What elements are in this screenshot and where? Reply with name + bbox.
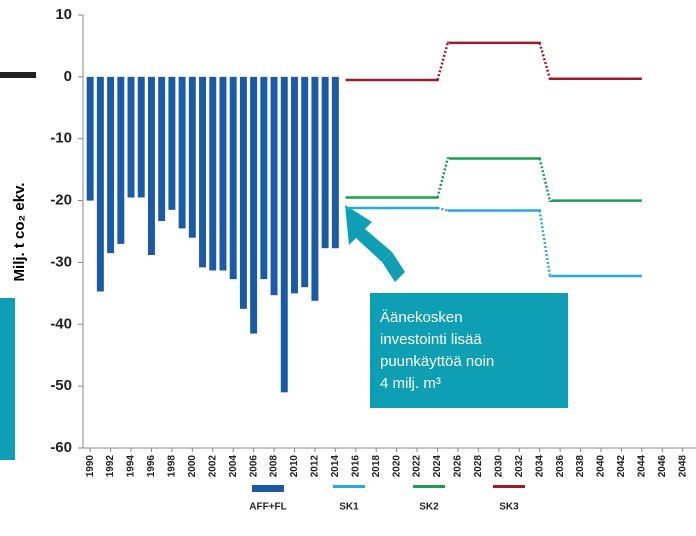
x-tick-label: 2036 xyxy=(555,455,566,478)
line xyxy=(345,41,642,82)
x-tick-label: 2030 xyxy=(493,455,504,478)
x-tick-label: 2002 xyxy=(207,455,218,478)
legend-swatch xyxy=(493,485,525,488)
annotation-box xyxy=(370,293,568,408)
x-tick-label: 2028 xyxy=(473,455,484,478)
x-tick-label: 2016 xyxy=(350,455,361,478)
bar xyxy=(147,76,155,256)
y-tick-label: -40 xyxy=(50,315,72,332)
x-tick-label: 2042 xyxy=(616,455,627,478)
x-tick-label: 1996 xyxy=(146,455,157,478)
bar xyxy=(137,76,145,198)
x-tick-label: 2026 xyxy=(453,455,464,478)
bar xyxy=(117,76,125,244)
x-tick-label: 2018 xyxy=(371,455,382,478)
x-tick-label: 2008 xyxy=(269,455,280,478)
y-tick-label: 10 xyxy=(55,6,72,23)
bar xyxy=(127,76,135,198)
legend-swatch xyxy=(252,485,284,492)
line xyxy=(345,206,642,278)
y-tick-label: -50 xyxy=(50,377,72,394)
bar xyxy=(168,76,176,210)
dash-gap xyxy=(435,158,450,198)
annotation-text: Äänekosken xyxy=(380,309,463,326)
bar xyxy=(250,76,258,334)
bar xyxy=(260,76,268,280)
bar xyxy=(178,76,186,229)
bar xyxy=(331,76,339,249)
bar xyxy=(158,76,166,221)
bar xyxy=(96,76,104,292)
x-tick-label: 2006 xyxy=(248,455,259,478)
bar xyxy=(280,76,288,393)
x-tick-label: 2022 xyxy=(412,455,423,478)
x-tick-label: 2038 xyxy=(575,455,586,478)
y-tick-label: -20 xyxy=(50,192,72,209)
y-tick-label: -60 xyxy=(50,439,72,456)
annotation-text: puunkäyttöä noin xyxy=(380,353,494,370)
decoration xyxy=(0,298,15,460)
x-tick-label: 2012 xyxy=(310,455,321,478)
y-tick-label: -30 xyxy=(50,253,72,270)
legend-swatch xyxy=(413,485,445,488)
x-tick-label: 2000 xyxy=(187,455,198,478)
decoration xyxy=(0,72,36,78)
bar xyxy=(291,76,298,294)
bar xyxy=(239,76,247,309)
x-tick-label: 2010 xyxy=(289,455,300,478)
legend-label: SK2 xyxy=(419,502,439,513)
bar xyxy=(86,76,94,201)
annotation-text: investointi lisää xyxy=(380,331,482,348)
x-tick-label: 2040 xyxy=(596,455,607,478)
x-tick-label: 2044 xyxy=(636,455,647,478)
annotation-arrow xyxy=(345,205,392,262)
bar xyxy=(311,76,319,301)
x-tick-label: 2004 xyxy=(228,455,239,478)
y-tick-label: -10 xyxy=(50,130,72,147)
bar xyxy=(209,76,217,271)
y-axis-label: Milj. t co₂ ekv. xyxy=(11,183,28,282)
x-tick-label: 2034 xyxy=(534,455,545,478)
x-tick-label: 1990 xyxy=(85,455,96,478)
bar xyxy=(301,76,309,288)
legend-swatch xyxy=(333,485,365,488)
x-tick-label: 2032 xyxy=(514,455,525,478)
bar xyxy=(229,76,237,280)
bar xyxy=(219,76,227,271)
dash-gap xyxy=(537,210,552,277)
x-tick-label: 1994 xyxy=(126,455,137,478)
x-tick-label: 1998 xyxy=(167,455,178,478)
dash-gap xyxy=(538,42,552,80)
legend-label: SK3 xyxy=(499,502,519,513)
bar xyxy=(188,76,196,238)
bar xyxy=(321,76,329,249)
dash-gap xyxy=(537,158,552,201)
y-tick-label: 0 xyxy=(64,68,72,85)
x-tick-label: 1992 xyxy=(105,455,116,478)
line xyxy=(345,157,642,202)
legend-label: SK1 xyxy=(339,502,359,513)
annotation-text: 4 milj. m³ xyxy=(380,375,441,392)
legend-label: AFF+FL xyxy=(249,502,287,513)
dash-gap xyxy=(435,42,450,81)
bar xyxy=(107,76,115,254)
x-tick-label: 2014 xyxy=(330,455,341,478)
x-tick-label: 2024 xyxy=(432,455,443,478)
x-tick-label: 2046 xyxy=(657,455,668,478)
bar xyxy=(199,76,207,268)
annotation-arrow xyxy=(382,252,405,282)
x-tick-label: 2020 xyxy=(391,455,402,478)
bar xyxy=(270,76,278,296)
x-tick-label: 2048 xyxy=(677,455,688,478)
